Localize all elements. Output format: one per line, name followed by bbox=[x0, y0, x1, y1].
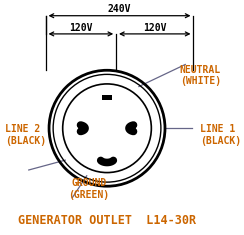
Text: GENERATOR OUTLET  L14-30R: GENERATOR OUTLET L14-30R bbox=[18, 214, 196, 227]
Bar bbox=[102, 95, 112, 100]
Text: GROUND
(GREEN): GROUND (GREEN) bbox=[68, 178, 109, 200]
Text: 240V: 240V bbox=[108, 4, 131, 14]
Text: NEUTRAL
(WHITE): NEUTRAL (WHITE) bbox=[180, 65, 221, 86]
Text: 120V: 120V bbox=[143, 23, 166, 32]
Circle shape bbox=[63, 84, 151, 172]
Text: 120V: 120V bbox=[69, 23, 93, 32]
Text: LINE 2
(BLACK): LINE 2 (BLACK) bbox=[5, 124, 46, 146]
Text: LINE 1
(BLACK): LINE 1 (BLACK) bbox=[200, 124, 241, 146]
